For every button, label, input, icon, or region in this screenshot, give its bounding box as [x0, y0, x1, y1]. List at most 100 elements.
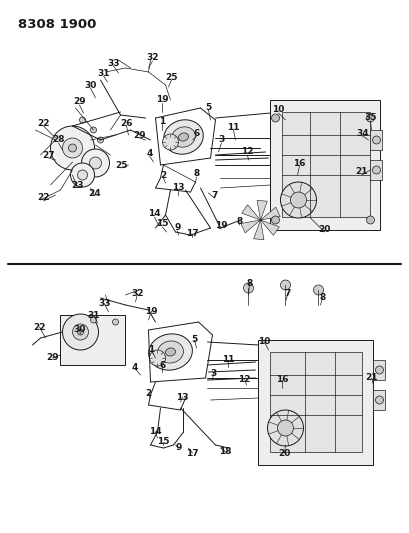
Text: 16: 16	[292, 158, 305, 167]
Text: 22: 22	[37, 193, 49, 203]
Ellipse shape	[149, 350, 165, 366]
Text: 29: 29	[73, 98, 85, 107]
Polygon shape	[241, 205, 260, 220]
Text: 7: 7	[211, 190, 217, 199]
Text: 8: 8	[193, 169, 199, 179]
Text: 22: 22	[37, 118, 49, 127]
Text: 30: 30	[84, 80, 97, 90]
Text: 19: 19	[215, 222, 227, 230]
Polygon shape	[260, 220, 279, 236]
Text: 1: 1	[148, 345, 154, 354]
Text: 13: 13	[172, 183, 184, 192]
Ellipse shape	[79, 117, 85, 123]
Text: 12: 12	[240, 148, 253, 157]
Polygon shape	[260, 207, 279, 220]
Text: 13: 13	[176, 392, 188, 401]
Ellipse shape	[162, 134, 178, 150]
Ellipse shape	[165, 348, 175, 356]
Ellipse shape	[70, 163, 94, 187]
Text: 29: 29	[133, 131, 146, 140]
Text: 22: 22	[33, 322, 46, 332]
Text: 3: 3	[210, 368, 216, 377]
Text: 31: 31	[87, 311, 99, 319]
Bar	[270, 100, 380, 230]
Text: 4: 4	[131, 364, 137, 373]
Text: 17: 17	[186, 448, 198, 457]
Text: 25: 25	[165, 72, 178, 82]
Text: 32: 32	[146, 53, 158, 62]
Text: 11: 11	[222, 356, 234, 365]
Text: 10: 10	[272, 106, 284, 115]
Text: 24: 24	[88, 189, 101, 198]
Polygon shape	[240, 220, 260, 233]
Text: 20: 20	[278, 448, 290, 457]
Ellipse shape	[157, 341, 183, 363]
Text: 1: 1	[159, 117, 165, 125]
Bar	[270, 352, 362, 452]
Ellipse shape	[290, 192, 306, 208]
Ellipse shape	[50, 126, 94, 170]
Text: 15: 15	[157, 438, 169, 447]
Ellipse shape	[375, 366, 382, 374]
Text: 32: 32	[131, 289, 144, 298]
Text: 15: 15	[156, 220, 169, 229]
Text: 4: 4	[146, 149, 152, 157]
Ellipse shape	[271, 114, 279, 122]
Ellipse shape	[77, 329, 83, 335]
Ellipse shape	[68, 144, 76, 152]
Text: 12: 12	[238, 375, 250, 384]
Text: 2: 2	[160, 171, 166, 180]
Text: 10: 10	[258, 337, 270, 346]
Text: 5: 5	[191, 335, 197, 344]
Ellipse shape	[90, 127, 96, 133]
Bar	[258, 340, 373, 465]
Polygon shape	[253, 220, 263, 240]
Text: 30: 30	[73, 326, 85, 335]
Text: 6: 6	[193, 128, 199, 138]
Text: 8: 8	[236, 217, 242, 227]
Ellipse shape	[163, 120, 203, 154]
Text: 33: 33	[107, 59, 119, 68]
Bar	[373, 360, 384, 380]
Text: 11: 11	[227, 123, 239, 132]
Ellipse shape	[313, 285, 323, 295]
Text: 14: 14	[148, 209, 160, 219]
Text: 33: 33	[98, 300, 110, 309]
Text: 20: 20	[317, 224, 330, 233]
Polygon shape	[256, 200, 267, 220]
Text: 8308 1900: 8308 1900	[18, 18, 97, 31]
Bar	[282, 112, 370, 217]
Bar	[61, 315, 125, 365]
Bar	[370, 160, 382, 180]
Ellipse shape	[62, 138, 82, 158]
Ellipse shape	[280, 280, 290, 290]
Text: 17: 17	[186, 230, 198, 238]
Text: 9: 9	[174, 223, 180, 232]
Text: 5: 5	[205, 102, 211, 111]
Text: 26: 26	[120, 118, 133, 127]
Ellipse shape	[97, 137, 103, 143]
Ellipse shape	[267, 410, 303, 446]
Ellipse shape	[271, 216, 279, 224]
Text: 14: 14	[149, 427, 162, 437]
Text: 21: 21	[354, 167, 367, 176]
Text: 16: 16	[276, 376, 288, 384]
Ellipse shape	[372, 166, 380, 174]
Text: 3: 3	[218, 135, 224, 144]
Text: 31: 31	[97, 69, 110, 77]
Text: 27: 27	[42, 150, 55, 159]
Text: 34: 34	[355, 128, 368, 138]
Text: 19: 19	[156, 95, 169, 104]
Text: 7: 7	[283, 288, 290, 297]
Text: 8: 8	[319, 294, 325, 303]
Text: 28: 28	[52, 135, 65, 144]
Text: 29: 29	[46, 353, 58, 362]
Ellipse shape	[72, 324, 88, 340]
Text: 9: 9	[175, 443, 181, 453]
Text: 18: 18	[219, 448, 231, 456]
Ellipse shape	[243, 283, 253, 293]
Ellipse shape	[366, 216, 373, 224]
Ellipse shape	[148, 334, 192, 370]
Text: 8: 8	[246, 279, 252, 288]
Text: 25: 25	[115, 160, 128, 169]
